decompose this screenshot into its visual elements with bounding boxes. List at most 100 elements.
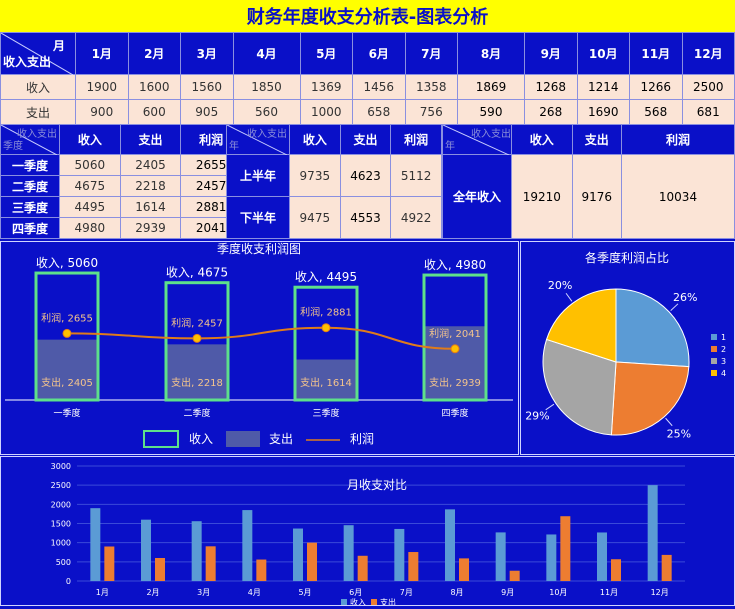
income-bar: [164, 281, 230, 402]
expense-cell: 681: [681, 99, 735, 125]
x-tick-label: 4月: [248, 588, 261, 597]
pie-slice: [545, 288, 617, 363]
chart-title: 各季度利润占比: [585, 250, 669, 265]
y-tick-label: 1500: [51, 520, 71, 529]
income-bar: [293, 285, 359, 402]
expense-bar: [424, 326, 486, 400]
quarter-label: 一季度: [0, 154, 60, 176]
profit-point: [192, 333, 202, 343]
year-income: 19210: [511, 154, 573, 239]
expense-data-label: 支出, 2939: [429, 376, 481, 389]
pie-value-label: 29%: [525, 409, 549, 422]
chart-title: 季度收支利润图: [217, 242, 301, 256]
pie-slice: [610, 361, 690, 436]
expense-bar: [560, 516, 571, 581]
pie-leader-line: [545, 403, 555, 411]
half-profit: 4922: [390, 196, 442, 239]
diagonal-line: [1, 33, 73, 75]
month-header: 11月: [629, 32, 683, 75]
x-tick-label: 5月: [298, 588, 311, 597]
corner-inout-label: 收入支出: [247, 129, 287, 140]
legend-expense-label: 支出: [380, 597, 396, 605]
x-tick-label: 1月: [96, 588, 109, 597]
half-label: 上半年: [226, 154, 290, 197]
expense-cell: 590: [457, 99, 525, 125]
pie-leader-line: [665, 417, 673, 427]
quarter-expense: 1614: [119, 196, 182, 218]
column-header: 收入: [511, 124, 573, 155]
pie-legend-label: 1: [721, 333, 726, 342]
x-tick-label: 三季度: [312, 407, 339, 419]
corner-inout-label: 收入支出: [471, 129, 511, 140]
corner-year-label: 年: [229, 141, 239, 152]
expense-cell: 600: [127, 99, 181, 125]
income-bar: [422, 273, 488, 402]
expense-cell: 1000: [299, 99, 353, 125]
pie-legend-label: 2: [721, 345, 726, 354]
quarter-table: 收入支出 季度 收入 支出 利润 一季度 5060 2405 2655 二季度 …: [0, 124, 242, 239]
quarter-expense: 2405: [119, 154, 182, 176]
expense-bar: [408, 552, 419, 581]
diagonal-line: [227, 125, 287, 155]
monthly-chart-panel: 0 500 1000 1500 2000 2500 3000 月收支对比 1月 2月 3月 4月 5月 6…: [0, 456, 735, 607]
income-cell: 1266: [629, 74, 683, 100]
expense-cell: 756: [404, 99, 458, 125]
income-data-label: 收入, 5060: [36, 256, 98, 270]
income-bar: [445, 509, 455, 581]
income-cell: 1358: [404, 74, 458, 100]
income-data-label: 收入, 4980: [424, 258, 486, 272]
y-tick-label: 1000: [51, 539, 71, 548]
profit-point: [321, 323, 331, 333]
monthly-corner: 月 收入支出: [0, 32, 76, 75]
expense-bar: [256, 559, 267, 581]
quarter-expense: 2939: [119, 217, 182, 239]
column-header: 利润: [621, 124, 735, 155]
x-tick-label: 二季度: [183, 407, 210, 419]
quarter-chart-panel: 季度收支利润图 收入, 5060 支出, 2405 一季度 收入, 4675 支出, 22…: [0, 241, 519, 455]
pie-value-label: 25%: [667, 427, 691, 440]
income-cell: 1600: [127, 74, 181, 100]
expense-bar: [205, 546, 216, 581]
column-header: 收入: [59, 124, 121, 155]
profit-data-label: 利润, 2881: [300, 306, 352, 319]
x-tick-label: 9月: [501, 588, 514, 597]
half-expense: 4623: [339, 154, 392, 197]
year-label: 全年收入: [442, 154, 512, 239]
full-year-table: 收入支出 年 收入 支出 利润 全年收入 19210 9176 10034: [442, 124, 735, 239]
profit-data-label: 利润, 2457: [171, 316, 223, 329]
quarter-corner: 收入支出 季度: [0, 124, 60, 155]
income-cell: 1456: [352, 74, 406, 100]
income-cell: 1900: [75, 74, 129, 100]
corner-month-label: 月: [52, 39, 65, 53]
corner-quarter-label: 季度: [3, 141, 23, 152]
expense-bar: [611, 559, 621, 581]
month-header: 7月: [404, 32, 458, 75]
corner-inout-label: 收入支出: [17, 129, 57, 140]
half-expense: 4553: [339, 196, 392, 239]
income-bar: [394, 528, 405, 581]
expense-bar: [357, 555, 368, 581]
monthly-chart: 0 500 1000 1500 2000 2500 3000 月收支对比 1月 2月 3月 4月 5月 6…: [51, 462, 685, 607]
legend-income-label: 收入: [350, 597, 366, 605]
quarter-income: 5060: [59, 154, 121, 176]
profit-data-label: 利润, 2041: [429, 327, 481, 340]
income-bar: [546, 534, 557, 581]
profit-line: [66, 326, 456, 350]
x-tick-label: 一季度: [53, 407, 80, 419]
income-cell: 1560: [180, 74, 234, 100]
page-title: 财务年度收支分析表-图表分析: [246, 7, 489, 28]
month-header: 3月: [180, 32, 234, 75]
expense-cell: 658: [352, 99, 406, 125]
pie-legend-swatch: [711, 358, 717, 364]
income-bar: [242, 510, 253, 581]
quarter-income: 4980: [59, 217, 121, 239]
x-tick-label: 6月: [349, 588, 362, 597]
x-tick-label: 3月: [197, 588, 210, 597]
income-cell: 1850: [232, 74, 301, 100]
x-tick-label: 2月: [146, 588, 159, 597]
pie-value-label: 26%: [673, 291, 697, 304]
x-tick-label: 7月: [400, 588, 413, 597]
income-bar: [34, 271, 100, 402]
month-header: 12月: [681, 32, 735, 75]
quarter-label: 二季度: [0, 175, 60, 197]
